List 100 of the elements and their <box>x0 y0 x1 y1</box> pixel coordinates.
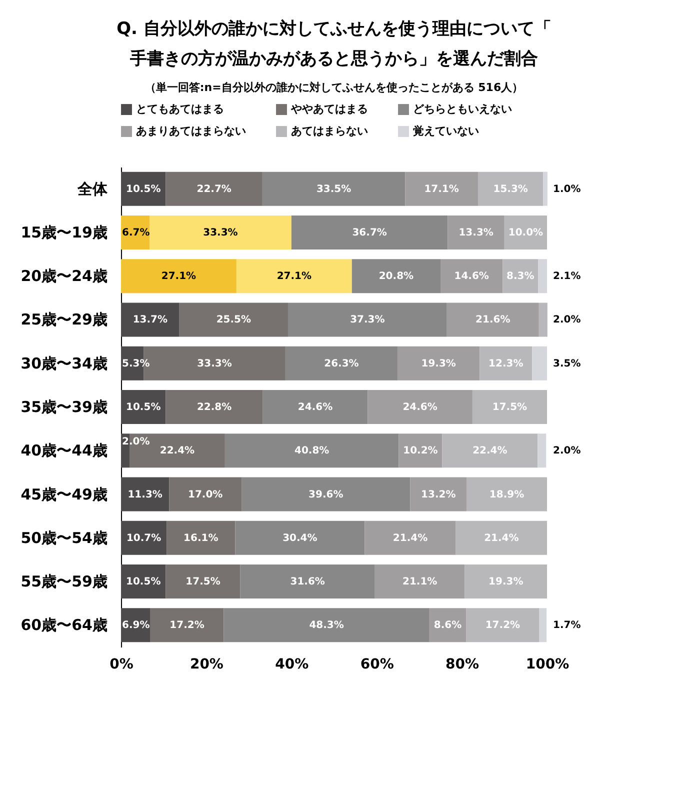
data-label: 39.6% <box>308 489 344 500</box>
data-label: 10.5% <box>126 576 161 588</box>
data-label: 17.1% <box>424 184 459 195</box>
bar <box>397 346 480 380</box>
x-tick-label: 100% <box>526 656 570 672</box>
y-tick-label: 全体 <box>76 180 108 198</box>
bar <box>429 608 466 642</box>
data-label: 33.5% <box>316 184 352 195</box>
y-tick-label: 35歳〜39歳 <box>20 398 108 416</box>
data-label: 19.3% <box>421 358 456 370</box>
data-label: 20.8% <box>378 271 414 282</box>
bar <box>478 172 544 206</box>
data-label: 10.5% <box>126 402 161 413</box>
data-label: 2.0% <box>553 314 581 326</box>
bar <box>405 172 478 206</box>
bar <box>538 302 548 337</box>
y-tick-label: 55歳〜59歳 <box>20 572 108 591</box>
data-label: 30.4% <box>282 532 318 544</box>
bar <box>242 477 410 512</box>
bar <box>504 215 547 250</box>
x-tick-label: 80% <box>446 656 480 672</box>
bar <box>121 390 166 424</box>
legend-label: ややあてはまる <box>290 102 368 116</box>
data-label: 21.1% <box>402 576 438 588</box>
bar <box>374 564 465 599</box>
bar <box>262 390 368 424</box>
chart-title: Q. 自分以外の誰かに対してふせんを使う理由について「手書きの方が温かみがあると思うから」を選んだ割合 <box>116 19 552 69</box>
data-label: 14.6% <box>454 271 489 282</box>
data-label: 2.0% <box>122 436 150 448</box>
data-label: 26.3% <box>324 358 359 370</box>
bar <box>285 346 398 380</box>
data-label: 24.6% <box>298 402 333 413</box>
data-label: 10.7% <box>126 532 162 544</box>
data-label: 16.1% <box>184 532 218 544</box>
data-label: 27.1% <box>161 271 196 282</box>
bar <box>150 608 224 642</box>
bar <box>166 172 262 206</box>
data-label: 2.1% <box>553 271 581 282</box>
bar <box>410 477 466 512</box>
data-label: 1.0% <box>553 184 581 195</box>
x-tick-label: 0% <box>110 656 134 672</box>
data-label: 13.3% <box>458 227 494 238</box>
bar <box>166 564 240 599</box>
bar <box>448 215 504 250</box>
data-label: 36.7% <box>352 227 387 238</box>
data-label: 12.3% <box>488 358 524 370</box>
data-label: 10.2% <box>403 446 438 457</box>
chart-subtitle: （単一回答:n=自分以外の誰かに対してふせんを使ったことがある 516人） <box>144 81 524 94</box>
data-label: 17.2% <box>485 620 520 632</box>
data-label: 3.5% <box>553 358 581 370</box>
data-label: 17.0% <box>188 489 223 500</box>
bar <box>543 172 548 206</box>
legend-label: どちらともいえない <box>413 102 512 116</box>
data-label: 33.3% <box>197 358 232 370</box>
bar <box>121 259 236 294</box>
data-label: 31.6% <box>290 576 325 588</box>
data-label: 6.7% <box>122 227 150 238</box>
data-label: 15.3% <box>493 184 528 195</box>
data-label: 13.7% <box>132 314 168 326</box>
bar <box>539 608 547 642</box>
bar <box>288 302 447 337</box>
y-tick-label: 15歳〜19歳 <box>20 223 108 242</box>
bar <box>121 564 166 599</box>
data-label: 11.3% <box>128 489 162 500</box>
y-tick-label: 50歳〜54歳 <box>20 528 108 547</box>
bar <box>464 564 547 599</box>
y-tick-label: 40歳〜44歳 <box>20 442 108 460</box>
bar <box>398 434 442 468</box>
data-label: 27.1% <box>276 271 312 282</box>
data-label: 5.3% <box>122 358 150 370</box>
data-label: 33.3% <box>203 227 238 238</box>
data-label: 8.3% <box>506 271 534 282</box>
bar <box>442 434 538 468</box>
bar <box>224 608 430 642</box>
bar <box>150 215 292 250</box>
data-label: 17.5% <box>492 402 528 413</box>
x-tick-label: 40% <box>275 656 309 672</box>
bar <box>364 520 456 555</box>
y-tick-label: 25歳〜29歳 <box>20 310 108 329</box>
bar <box>538 259 547 294</box>
y-tick-label: 20歳〜24歳 <box>20 267 108 286</box>
bar <box>240 564 375 599</box>
data-label: 2.0% <box>553 446 581 457</box>
data-label: 21.6% <box>476 314 510 326</box>
data-label: 24.6% <box>402 402 438 413</box>
data-label: 10.5% <box>126 184 161 195</box>
x-tick-label: 20% <box>190 656 224 672</box>
data-label: 8.6% <box>434 620 462 632</box>
legend-label: あまりあてはまらない <box>136 124 246 138</box>
bar <box>502 259 538 294</box>
data-label: 22.4% <box>472 446 508 457</box>
data-label: 19.3% <box>488 576 524 588</box>
data-label: 21.4% <box>392 532 428 544</box>
data-label: 17.2% <box>170 620 204 632</box>
y-tick-label: 60歳〜64歳 <box>20 616 108 634</box>
x-tick-label: 60% <box>360 656 394 672</box>
data-label: 10.0% <box>508 227 544 238</box>
y-tick-label: 45歳〜49歳 <box>20 485 108 504</box>
bar <box>121 172 166 206</box>
bar <box>446 302 539 337</box>
